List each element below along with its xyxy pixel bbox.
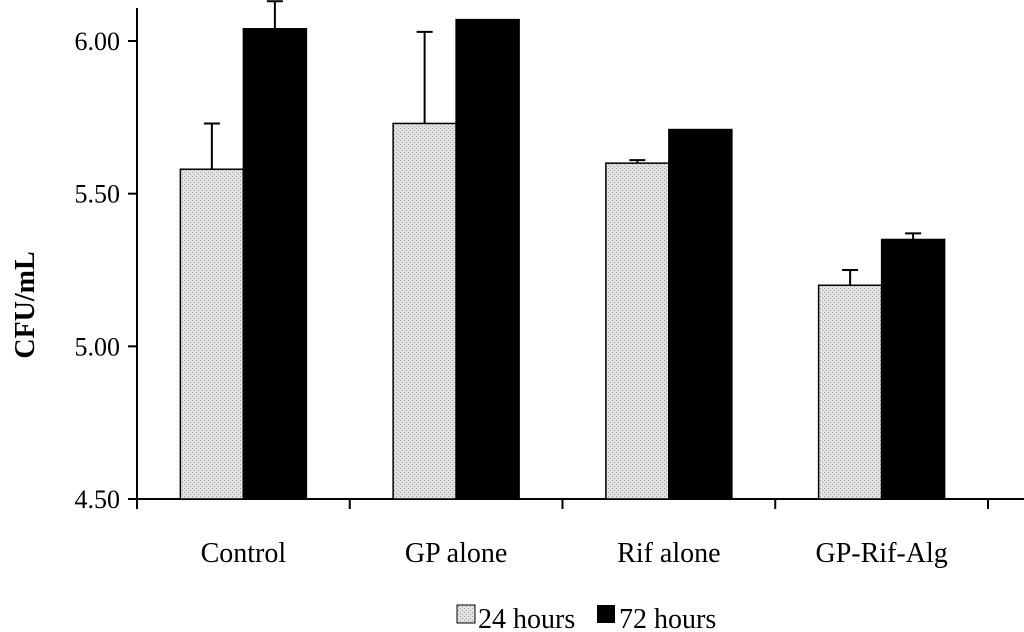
x-category-label: GP alone <box>405 538 507 569</box>
bars <box>179 18 946 500</box>
legend-swatch-72-hours <box>597 605 615 623</box>
bar-72-hours-Rif-alone <box>668 128 733 500</box>
y-axis-ticks: 4.50 5.00 5.50 6.00 <box>75 27 137 514</box>
bar-72-hours-GP-alone <box>455 18 520 500</box>
y-tick-label: 6.00 <box>75 27 121 56</box>
bar-24-hours-GP-alone <box>392 122 457 500</box>
bar-72-hours-GP-Rif-Alg <box>880 238 946 500</box>
x-category-label: Rif alone <box>617 538 720 569</box>
x-category-label: GP-Rif-Alg <box>816 538 948 569</box>
bar-24-hours-Control <box>179 168 245 500</box>
y-tick-label: 4.50 <box>75 485 121 514</box>
legend-label-72-hours: 72 hours <box>619 604 716 632</box>
legend-swatch-24-hours <box>456 604 476 624</box>
x-category-label: Control <box>201 538 287 569</box>
legend-label-24-hours: 24 hours <box>478 604 575 632</box>
legend: 24 hours 72 hours <box>456 604 716 632</box>
y-tick-label: 5.00 <box>75 332 121 361</box>
bar-72-hours-Control <box>242 28 308 500</box>
y-tick-label: 5.50 <box>75 180 121 209</box>
y-axis-title: CFU/mL <box>10 251 41 358</box>
bar-24-hours-GP-Rif-Alg <box>817 284 883 500</box>
error-bars <box>203 0 922 286</box>
bar-24-hours-Rif-alone <box>605 162 670 500</box>
x-axis-labels: Control GP alone Rif alone GP-Rif-Alg <box>136 499 989 569</box>
